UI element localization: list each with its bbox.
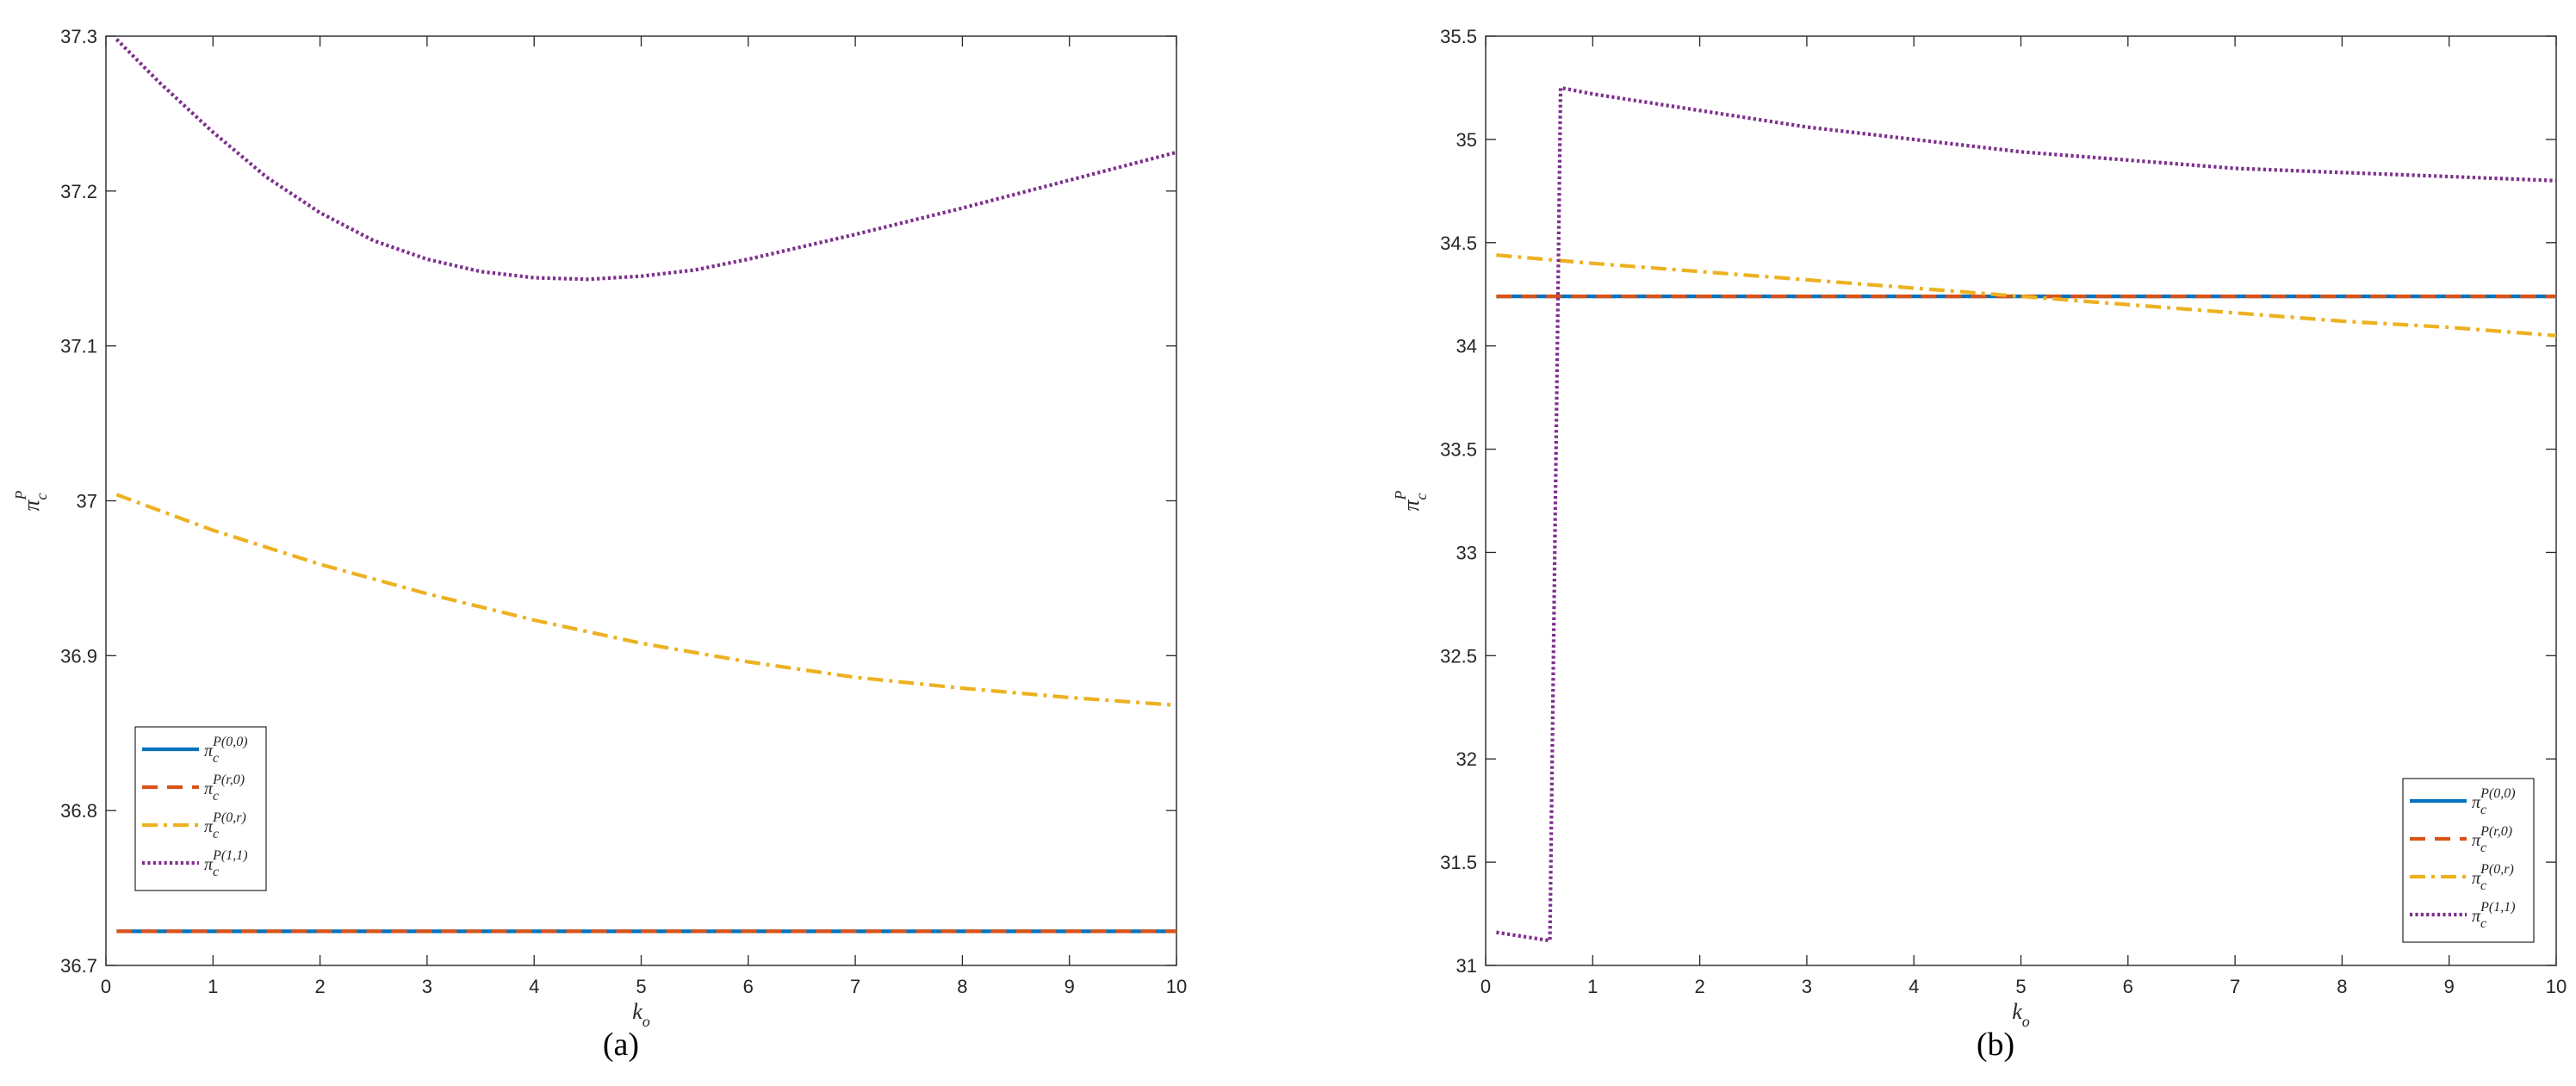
x-tick-label: 7: [850, 976, 860, 997]
x-tick-label: 2: [314, 976, 325, 997]
legend-box: [134, 726, 267, 891]
x-tick-label: 0: [101, 976, 111, 997]
y-axis-label: πcP: [12, 490, 50, 511]
y-tick-label: 31: [1456, 955, 1477, 977]
y-tick-label: 37.1: [60, 336, 97, 357]
y-tick-label: 37: [77, 491, 97, 512]
legend-label-1: πcP(0,0): [204, 735, 248, 766]
y-tick-label: 36.9: [60, 645, 97, 667]
legend-label-2: πcP(r,0): [204, 773, 245, 804]
chart-panel-b: 0 1 2 3 4 5 6 7 8 9 103131.53232.53333.53434.53535…: [1392, 26, 2567, 1063]
x-axis-label: ko: [632, 999, 650, 1030]
x-tick-label: 6: [743, 976, 754, 997]
series-line-4: [115, 38, 1176, 282]
x-tick-label: 2: [1694, 976, 1704, 997]
panel-label: (b): [1977, 1027, 2014, 1063]
legend: πcP(0,0) πcP(r,0) πcP(0,r) πcP(1,1): [134, 726, 267, 891]
y-tick-label: 36.7: [60, 955, 97, 977]
x-tick-label: 0: [1480, 976, 1491, 997]
x-tick-label: 3: [1802, 976, 1812, 997]
x-tick-label: 1: [1587, 976, 1598, 997]
x-tick-label: 6: [2123, 976, 2133, 997]
y-axis-label: πcP: [1392, 490, 1430, 511]
legend-label-4: πcP(1,1): [2472, 900, 2516, 931]
y-tick-label: 36.8: [60, 800, 97, 822]
chart-panel-a: 0 1 2 3 4 5 6 7 8 9 10 36.7 36.8 36.9 37 37.1 37.2 37.3 ko…: [12, 26, 1187, 1063]
y-tick-label: 32.5: [1440, 645, 1477, 667]
x-tick-label: 1: [208, 976, 218, 997]
x-tick-label: 5: [2015, 976, 2026, 997]
legend-label-4: πcP(1,1): [204, 848, 248, 879]
x-tick-label: 10: [1166, 976, 1187, 997]
series-line-3: [1496, 253, 2556, 338]
x-tick-label: 3: [422, 976, 432, 997]
y-tick-label: 32: [1456, 748, 1477, 770]
series-line-3: [115, 493, 1176, 707]
series-line-4: [1496, 85, 2556, 943]
x-tick-label: 4: [529, 976, 539, 997]
y-tick-label: 33: [1456, 542, 1477, 563]
y-tick-label: 35.5: [1440, 26, 1477, 47]
panel-label: (a): [603, 1027, 639, 1063]
legend: πcP(0,0) πcP(r,0) πcP(0,r) πcP(1,1): [2402, 778, 2535, 943]
y-tick-label: 37.3: [60, 26, 97, 47]
y-tick-label: 33.5: [1440, 439, 1477, 461]
y-tick-label: 34.5: [1440, 233, 1477, 254]
legend-label-2: πcP(r,0): [2472, 824, 2512, 855]
legend-label-3: πcP(0,r): [2472, 862, 2514, 893]
y-tick-label: 34: [1456, 336, 1477, 357]
x-tick-label: 9: [1065, 976, 1075, 997]
x-tick-label: 4: [1909, 976, 1919, 997]
plot-area: [1485, 35, 2557, 966]
x-tick-label: 9: [2444, 976, 2455, 997]
x-tick-label: 10: [2546, 976, 2567, 997]
x-tick-label: 8: [2337, 976, 2347, 997]
x-axis-label: ko: [2012, 999, 2030, 1030]
x-tick-label: 7: [2230, 976, 2240, 997]
legend-label-3: πcP(0,r): [204, 810, 246, 841]
y-tick-label: 35: [1456, 129, 1477, 151]
legend-box: [2402, 778, 2535, 943]
x-tick-label: 8: [957, 976, 967, 997]
y-tick-label: 37.2: [60, 181, 97, 202]
y-tick-label: 31.5: [1440, 852, 1477, 873]
x-tick-label: 5: [636, 976, 646, 997]
legend-label-1: πcP(0,0): [2472, 786, 2516, 817]
